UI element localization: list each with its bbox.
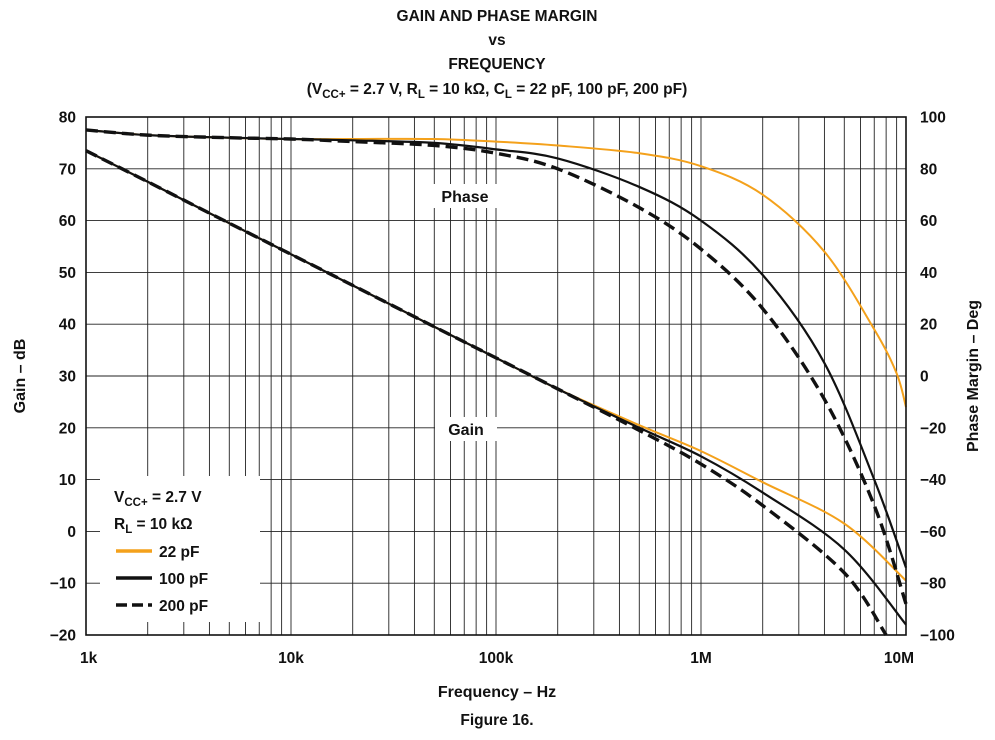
legend-vcc-part2: = 2.7 V [148,489,203,506]
legend-label-100pf: 100 pF [159,571,208,588]
y-right-tick-label-3: 40 [920,265,937,282]
legend-vcc-part0: V [114,489,125,506]
y-right-tick-label-5: 0 [920,369,929,386]
legend: VCC+ = 2.7 V RL = 10 kΩ 22 pF 100 pF 200… [100,476,260,622]
y-right-tick-labels: 100 80 60 40 20 0 −20 −40 −60 −80 −100 [920,110,955,645]
y-left-tick-label-7: 10 [59,472,76,489]
y-right-tick-label-9: −80 [920,576,946,593]
plot-curves [85,128,908,636]
chart-conditions: (VCC+ = 2.7 V, RL = 10 kΩ, CL = 22 pF, 1… [307,81,688,101]
chart-title-line3: FREQUENCY [448,56,546,73]
y-left-tick-label-5: 30 [59,369,76,386]
legend-vcc-sub: CC+ [124,497,148,509]
y-right-tick-label-7: −40 [920,472,946,489]
plot-frame [85,116,907,636]
y-right-tick-label-1: 80 [920,161,937,178]
y-right-tick-label-4: 20 [920,317,937,334]
cond-sub-rl: L [418,89,425,101]
chart-title-line2: vs [488,32,505,49]
y-left-tick-label-1: 70 [59,161,76,178]
y-right-tick-label-8: −60 [920,524,946,541]
y-right-axis-label: Phase Margin – Deg [965,300,982,452]
cond-part-4: = 10 kΩ, C [425,81,505,98]
cond-part-0: (V [307,81,323,98]
figure-label: Figure 16. [460,712,533,729]
legend-condition-vcc: VCC+ = 2.7 V [114,489,202,509]
y-right-tick-label-0: 100 [920,110,946,127]
y-right-tick-label-10: −100 [920,628,955,645]
legend-label-200pf: 200 pF [159,598,208,615]
x-tick-label-0: 1k [80,650,98,667]
x-tick-label-2: 100k [479,650,514,667]
legend-label-22pf: 22 pF [159,544,199,561]
x-tick-label-3: 1M [690,650,712,667]
y-left-tick-label-6: 20 [59,420,76,437]
cond-sub-cl: L [505,89,512,101]
y-left-tick-label-8: 0 [67,524,76,541]
gain-annotation: Gain [448,422,484,439]
legend-background [100,476,260,622]
cond-sub-vcc: CC+ [322,89,346,101]
legend-rl-sub: L [125,524,132,536]
y-left-tick-labels: 80 70 60 50 40 30 20 10 0 −10 −20 [50,110,76,645]
y-left-tick-label-3: 50 [59,265,76,282]
y-left-tick-label-4: 40 [59,317,76,334]
y-right-tick-label-2: 60 [920,213,937,230]
legend-condition-rl: RL = 10 kΩ [114,516,193,536]
y-left-tick-label-0: 80 [59,110,76,127]
series-phase-200pf [85,128,908,605]
cond-part-6: = 22 pF, 100 pF, 200 pF) [512,81,687,98]
legend-rl-part2: = 10 kΩ [132,516,192,533]
x-tick-label-1: 10k [278,650,304,667]
phase-annotation-bg [430,184,498,208]
series-phase-100pf [85,128,908,569]
chart-title-line1: GAIN AND PHASE MARGIN [397,8,598,25]
series-gain-200pf [85,149,888,636]
y-left-tick-label-2: 60 [59,213,76,230]
y-left-tick-label-10: −20 [50,628,76,645]
gain-annotation-bg [435,417,497,441]
y-right-tick-label-6: −20 [920,420,946,437]
x-tick-labels: 1k 10k 100k 1M 10M [80,650,914,667]
x-tick-label-4: 10M [884,650,914,667]
cond-part-2: = 2.7 V, R [346,81,418,98]
y-left-axis-label: Gain – dB [12,339,29,414]
phase-annotation: Phase [441,189,488,206]
x-axis-label: Frequency – Hz [438,684,556,701]
legend-rl-part0: R [114,516,125,533]
y-left-tick-label-9: −10 [50,576,76,593]
